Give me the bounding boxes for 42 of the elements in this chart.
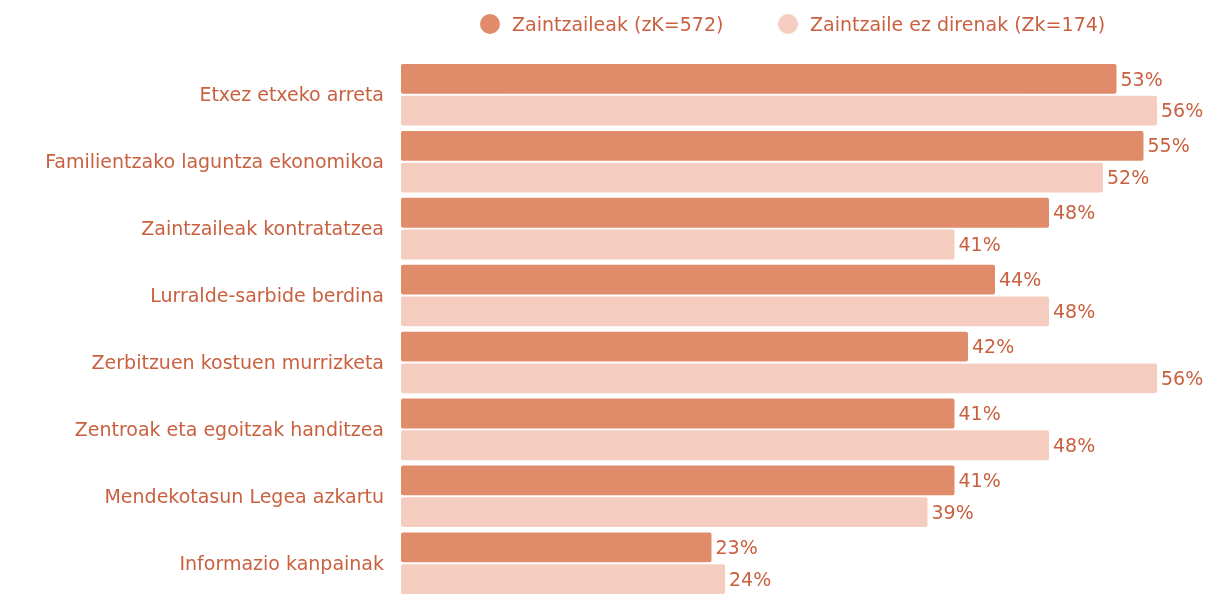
y-tick-label: Zaintzaileak kontratatzea: [141, 217, 384, 240]
y-tick-label: Etxez etxeko arreta: [199, 83, 384, 106]
bar: [401, 264, 995, 295]
data-label: 56%: [1161, 366, 1204, 389]
bar: [401, 95, 1157, 126]
bar: [401, 564, 725, 594]
y-tick-label: Zentroak eta egoitzak handitzea: [74, 418, 384, 441]
y-tick-label: Familientzako laguntza ekonomikoa: [45, 150, 384, 173]
bar: [401, 229, 955, 260]
bar: [401, 296, 1049, 327]
data-label: 56%: [1161, 99, 1204, 122]
bar: [401, 130, 1144, 161]
data-label: 24%: [729, 567, 772, 590]
data-label: 48%: [1053, 300, 1096, 323]
data-label: 53%: [1120, 67, 1163, 90]
bar: [401, 363, 1157, 394]
data-label: 39%: [931, 500, 974, 523]
data-label: 55%: [1147, 134, 1190, 157]
y-tick-label: Mendekotasun Legea azkartu: [104, 484, 384, 507]
data-label: 52%: [1107, 166, 1150, 189]
bar: [401, 465, 955, 496]
y-tick-label: Lurralde-sarbide berdina: [150, 284, 384, 307]
bar: [401, 64, 1117, 94]
bar: [401, 162, 1103, 193]
y-tick-label: Zerbitzuen kostuen murrizketa: [91, 351, 384, 374]
data-label: 41%: [958, 469, 1001, 492]
bar: [401, 331, 968, 362]
data-label: 42%: [972, 335, 1015, 358]
data-label: 23%: [715, 536, 758, 558]
bar: [401, 398, 955, 429]
y-tick-label: Informazio kanpainak: [179, 551, 384, 574]
bar: [401, 532, 712, 563]
bar: [401, 497, 928, 528]
bar: [401, 430, 1049, 461]
data-label: 48%: [1053, 433, 1096, 456]
data-label: 41%: [958, 402, 1001, 425]
legend-label: Zaintzaile ez direnak (Zk=174): [810, 12, 1106, 35]
data-label: 41%: [958, 233, 1001, 256]
data-label: 48%: [1053, 201, 1096, 224]
bar: [401, 197, 1049, 228]
data-label: 44%: [999, 268, 1042, 291]
legend-label: Zaintzaileak (zK=572): [512, 12, 724, 35]
